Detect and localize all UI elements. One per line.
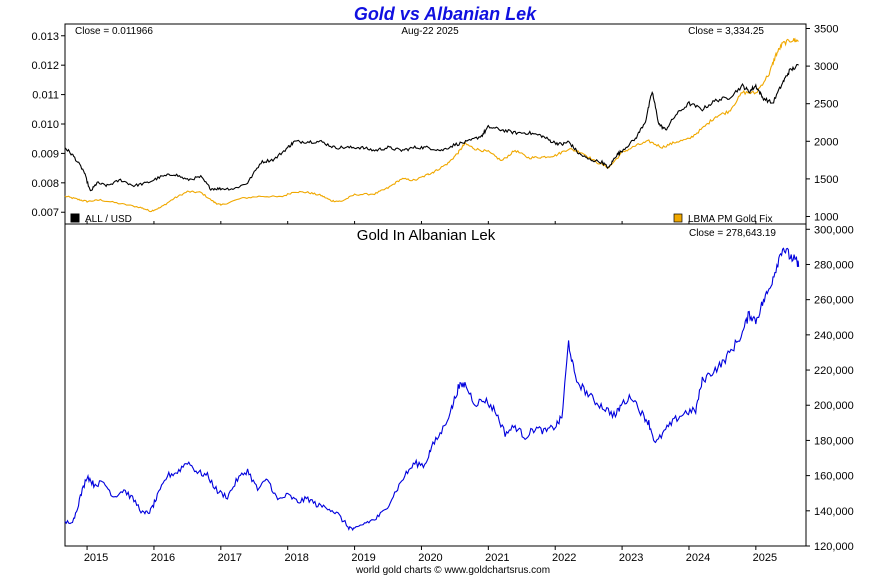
series-line-gold-fix (64, 37, 799, 213)
left-axis-tick-label: 0.011 (32, 90, 59, 102)
lower-axis-tick-label: 260,000 (814, 295, 854, 307)
right-axis-tick-label: 1000 (814, 211, 838, 223)
x-axis-tick-label: 2021 (485, 552, 509, 564)
right-axis-tick-label: 2000 (814, 136, 838, 148)
lower-axis-tick-label: 200,000 (814, 400, 854, 412)
left-axis-tick-label: 0.008 (31, 178, 59, 190)
x-axis-tick-label: 2022 (552, 552, 576, 564)
x-axis-tick-label: 2019 (351, 552, 375, 564)
x-axis-tick-label: 2015 (84, 552, 108, 564)
x-axis-tick-label: 2020 (418, 552, 442, 564)
series-line-all-usd (64, 64, 799, 192)
x-axis-tick-label: 2018 (284, 552, 308, 564)
x-axis-tick-label: 2025 (753, 552, 777, 564)
lower-axis-tick-label: 160,000 (814, 471, 854, 483)
bottom-panel-frame (64, 223, 807, 547)
source-credit: world gold charts © www.goldchartsrus.co… (355, 565, 550, 575)
series-layer (64, 37, 800, 532)
right-axis-tick-label: 3000 (814, 61, 838, 73)
legend-label-all-usd: ALL / USD (85, 214, 132, 225)
lower-panel-title: Gold In Albanian Lek (357, 227, 496, 244)
lower-axis-tick-label: 140,000 (814, 506, 854, 518)
left-axis-tick-label: 0.013 (31, 31, 59, 43)
series-line-gold-in-lek (64, 247, 800, 532)
left-axis-tick-label: 0.007 (31, 207, 59, 219)
left-close-label: Close = 0.011966 (75, 26, 153, 37)
x-axis-tick-label: 2024 (686, 552, 710, 564)
left-axis-tick-label: 0.010 (31, 119, 59, 131)
right-axis-tick-label: 2500 (814, 99, 838, 111)
x-axis-tick-label: 2023 (619, 552, 643, 564)
lower-axis-tick-label: 120,000 (814, 541, 854, 553)
right-axis-tick-label: 3500 (814, 24, 838, 36)
top-panel-frame (64, 23, 807, 225)
left-axis-tick-label: 0.009 (31, 148, 59, 160)
x-axis-tick-label: 2017 (218, 552, 242, 564)
lower-axis-tick-label: 240,000 (814, 330, 854, 342)
right-axis-tick-label: 1500 (814, 174, 838, 186)
lower-axis-tick-label: 220,000 (814, 365, 854, 377)
x-axis-tick-label: 2016 (151, 552, 175, 564)
date-label: Aug-22 2025 (401, 26, 459, 37)
legend-label-gold: LBMA PM Gold Fix (688, 214, 772, 225)
right-close-label: Close = 3,334.25 (688, 26, 764, 37)
legend-swatch-gold (673, 213, 683, 223)
lower-axis-tick-label: 300,000 (814, 224, 854, 236)
lower-axis-tick-label: 180,000 (814, 435, 854, 447)
lower-axis-tick-label: 280,000 (814, 259, 854, 271)
axes-layer: 0.007 0.008 0.009 0.010 0.011 0.012 0.013 1000 1… (31, 24, 853, 564)
chart-title: Gold vs Albanian Lek (354, 4, 537, 24)
legend-swatch-all-usd (70, 213, 80, 223)
left-axis-tick-label: 0.012 (31, 60, 59, 72)
lower-close-label: Close = 278,643.19 (689, 228, 776, 239)
